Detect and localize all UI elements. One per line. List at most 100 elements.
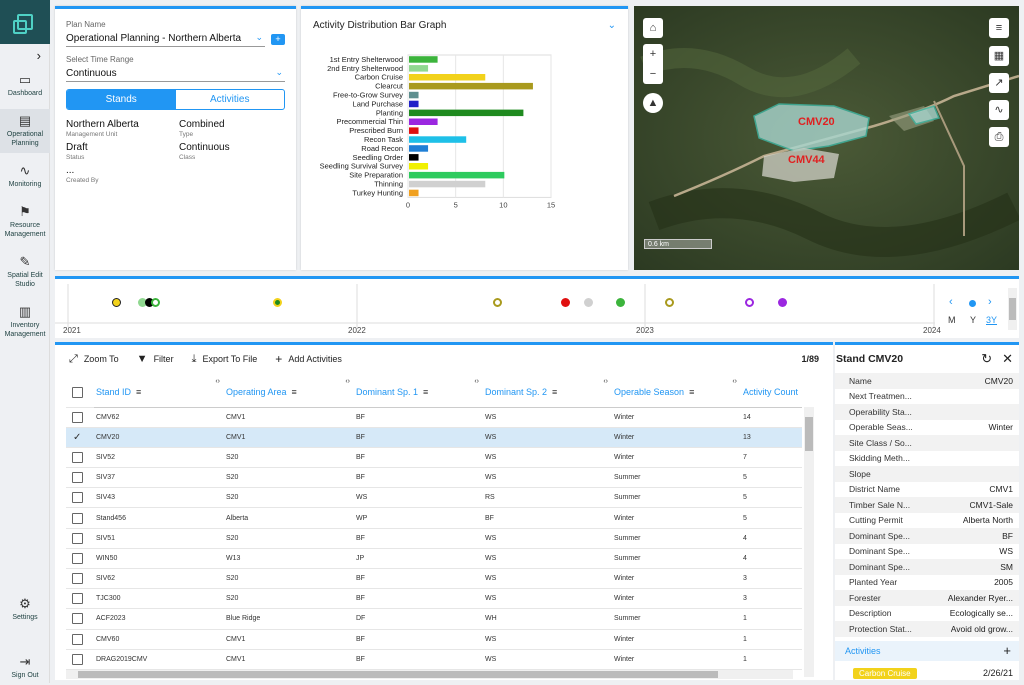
- row-checkbox[interactable]: [72, 552, 83, 564]
- table-row[interactable]: SIV52 S20 BF WS Winter 7: [66, 447, 802, 469]
- row-checkbox[interactable]: [72, 492, 83, 504]
- row-checkbox[interactable]: [72, 653, 83, 665]
- resize-handle-icon[interactable]: ‹›: [732, 378, 737, 385]
- timeline-event[interactable]: [145, 298, 154, 307]
- export-button[interactable]: Export To File: [202, 354, 258, 364]
- zoom-3year[interactable]: 3Y: [986, 315, 998, 325]
- add-activities-button[interactable]: Add Activities: [288, 354, 342, 364]
- row-checkbox[interactable]: [72, 451, 83, 463]
- sort-icon[interactable]: ≡: [291, 387, 297, 398]
- zoom-month[interactable]: M: [948, 315, 956, 325]
- timeline-event[interactable]: [151, 298, 160, 307]
- bar[interactable]: [409, 82, 533, 90]
- table-row[interactable]: DRAG2019CMV CMV1 BF WS Winter 1: [66, 649, 802, 670]
- column-header[interactable]: Dominant Sp. 2 ≡ ‹›: [483, 378, 612, 408]
- zoom-to-button[interactable]: Zoom To: [83, 354, 119, 364]
- nav-item-inventory-management[interactable]: ▥ Inventory Management: [0, 300, 50, 344]
- resize-handle-icon[interactable]: ‹›: [215, 378, 220, 385]
- add-activity-icon[interactable]: +: [1003, 643, 1011, 658]
- expand-nav-icon[interactable]: ›: [36, 48, 41, 63]
- timeline-prev-icon[interactable]: ‹: [949, 296, 953, 308]
- bar[interactable]: [409, 118, 438, 126]
- timeline-event[interactable]: [584, 298, 593, 307]
- chart-select[interactable]: Activity Distribution Bar Graph ⌄: [301, 9, 628, 31]
- map-label-cmv44[interactable]: CMV44: [788, 154, 825, 166]
- home-icon[interactable]: ⌂: [643, 18, 663, 38]
- column-header[interactable]: Activity Count≡: [741, 378, 802, 408]
- zoom-in-button[interactable]: +: [643, 44, 663, 64]
- bar[interactable]: [409, 100, 419, 108]
- bar[interactable]: [409, 189, 419, 197]
- bar[interactable]: [409, 136, 467, 143]
- sort-icon[interactable]: ≡: [689, 387, 695, 398]
- nav-item-operational-planning[interactable]: ▤ Operational Planning: [0, 109, 50, 153]
- sort-icon[interactable]: ≡: [423, 387, 429, 398]
- activity-row[interactable]: Carbon Cruise 2/26/21: [835, 661, 1019, 679]
- table-row[interactable]: SIV51 S20 BF WS Summer 4: [66, 528, 802, 549]
- bar[interactable]: [409, 74, 486, 81]
- row-checkbox[interactable]: [72, 472, 83, 484]
- map-view[interactable]: CMV20 CMV44 ⌂ + − ▲ ≡ ▦ ↗ ∿ ⎙ 0.6 km: [634, 6, 1019, 270]
- zoom-year[interactable]: Y: [970, 315, 977, 325]
- sort-icon[interactable]: ≡: [136, 387, 142, 398]
- app-logo[interactable]: [0, 0, 50, 44]
- timeline-event[interactable]: [273, 298, 282, 307]
- select-all-checkbox[interactable]: [72, 386, 83, 398]
- row-checkbox[interactable]: [72, 512, 83, 524]
- resize-handle-icon[interactable]: ‹›: [474, 378, 479, 385]
- row-checkbox[interactable]: [72, 532, 83, 544]
- timeline-next-icon[interactable]: ›: [988, 296, 992, 308]
- grid-hscroll[interactable]: [66, 670, 793, 679]
- column-header[interactable]: Stand ID ≡ ‹›: [94, 378, 224, 408]
- timeline-event[interactable]: [138, 298, 147, 307]
- table-row[interactable]: SIV62 S20 BF WS Winter 3: [66, 568, 802, 590]
- add-folder-icon[interactable]: +: [271, 33, 285, 45]
- row-checkbox[interactable]: [72, 593, 83, 605]
- print-icon[interactable]: ⎙: [989, 127, 1009, 147]
- timeline-event[interactable]: [665, 298, 674, 307]
- bar[interactable]: [409, 56, 438, 63]
- compass-icon[interactable]: ▲: [643, 93, 663, 113]
- table-row[interactable]: ✓ CMV20 CMV1 BF WS Winter 13: [66, 427, 802, 448]
- row-checkbox[interactable]: [72, 411, 83, 423]
- nav-settings[interactable]: ⚙ Settings: [0, 592, 50, 627]
- sort-icon[interactable]: ≡: [552, 387, 558, 398]
- grid-vscroll[interactable]: [804, 407, 814, 677]
- table-row[interactable]: CMV60 CMV1 BF WS Winter 1: [66, 629, 802, 650]
- zoom-out-button[interactable]: −: [643, 64, 663, 84]
- nav-item-monitoring[interactable]: ∿ Monitoring: [0, 159, 50, 194]
- bar[interactable]: [409, 163, 429, 170]
- timeline-event[interactable]: [112, 298, 121, 307]
- refresh-icon[interactable]: ↻: [981, 351, 993, 366]
- table-row[interactable]: ACF2023 Blue Ridge DF WH Summer 1: [66, 608, 802, 630]
- table-row[interactable]: WIN50 W13 JP WS Summer 4: [66, 548, 802, 570]
- nav-signout[interactable]: ⇥ Sign Out: [0, 650, 50, 685]
- bar[interactable]: [409, 171, 505, 179]
- close-icon[interactable]: ✕: [1002, 351, 1013, 366]
- timeline-event[interactable]: [745, 298, 754, 307]
- resize-handle-icon[interactable]: ‹›: [603, 378, 608, 385]
- timeline-event[interactable]: [493, 298, 502, 307]
- row-checkbox[interactable]: [72, 613, 83, 625]
- column-header[interactable]: Dominant Sp. 1 ≡ ‹›: [354, 378, 483, 408]
- column-header[interactable]: Operating Area ≡ ‹›: [224, 378, 354, 408]
- nav-item-dashboard[interactable]: ▭ Dashboard: [0, 68, 50, 103]
- checkmark-icon[interactable]: ✓: [73, 431, 82, 443]
- timeline-event[interactable]: [778, 298, 787, 307]
- timeline-current-dot[interactable]: [969, 300, 976, 307]
- column-header[interactable]: Operable Season ≡ ‹›: [612, 378, 741, 408]
- table-row[interactable]: SIV37 S20 BF WS Summer 5: [66, 467, 802, 489]
- activities-section-header[interactable]: Activities +: [835, 640, 1019, 661]
- filter-button[interactable]: Filter: [153, 354, 174, 364]
- bar[interactable]: [409, 65, 429, 72]
- nav-item-spatial-edit-studio[interactable]: ✎ Spatial Edit Studio: [0, 250, 50, 294]
- time-range-select[interactable]: Continuous ⌄: [66, 66, 285, 82]
- timeline-scrollbar[interactable]: [1008, 288, 1017, 330]
- table-row[interactable]: CMV62 CMV1 BF WS Winter 14: [66, 407, 802, 428]
- table-row[interactable]: SIV43 S20 WS RS Summer 5: [66, 487, 802, 509]
- row-checkbox[interactable]: [72, 573, 83, 585]
- bar[interactable]: [409, 109, 524, 117]
- bar[interactable]: [409, 91, 419, 99]
- table-row[interactable]: TJC300 S20 BF WS Winter 3: [66, 588, 802, 610]
- qr-icon[interactable]: ▦: [989, 46, 1009, 66]
